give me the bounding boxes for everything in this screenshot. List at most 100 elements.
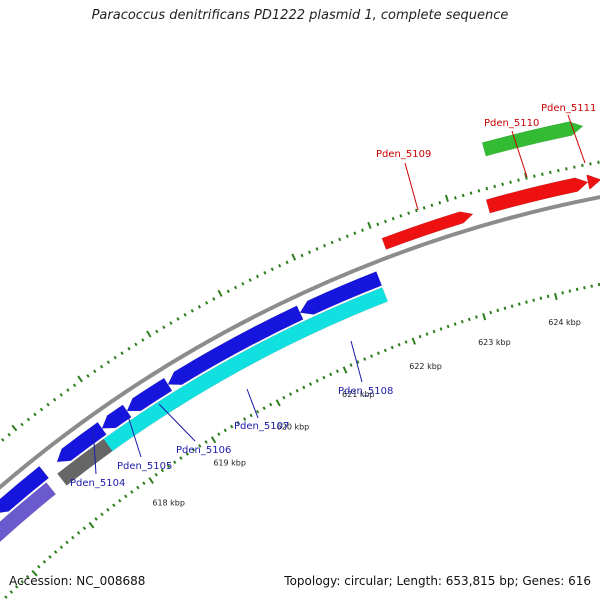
inner-ring-minor-tick <box>425 332 429 336</box>
inner-ring-minor-tick <box>198 444 202 448</box>
pden-5109-leader <box>404 162 419 211</box>
inner-ring-minor-tick <box>590 284 594 288</box>
pden-5110-leader <box>511 130 528 178</box>
inner-ring-major-tick <box>342 366 348 374</box>
outer-ring-major-tick <box>11 424 18 432</box>
scale-label-618: 618 kbp <box>152 498 185 507</box>
outer-ring-minor-tick <box>461 193 465 198</box>
inner-ring-minor-tick <box>390 345 394 350</box>
inner-ring-minor-tick <box>106 507 110 512</box>
scale-label-622: 622 kbp <box>409 362 442 371</box>
inner-ring-major-tick <box>482 313 487 321</box>
outer-ring-minor-tick <box>509 180 512 184</box>
inner-ring-minor-tick <box>230 424 234 429</box>
outer-ring-minor-tick <box>541 172 544 176</box>
inner-ring-minor-tick <box>467 317 471 322</box>
inner-ring-minor-tick <box>308 382 313 386</box>
outer-ring-major-tick <box>146 330 152 338</box>
outer-ring-minor-tick <box>453 196 457 200</box>
outer-ring-minor-tick <box>557 168 560 173</box>
inner-ring-minor-tick <box>71 535 75 540</box>
outer-ring-minor-tick <box>72 383 77 388</box>
outer-ring-minor-tick <box>361 228 364 232</box>
pden-5109-label: Pden_5109 <box>376 149 431 160</box>
outer-ring-minor-tick <box>204 301 209 305</box>
outer-ring-minor-tick <box>99 364 104 369</box>
outer-ring-minor-tick <box>263 271 267 275</box>
outer-ring-minor-tick <box>255 274 260 279</box>
outer-ring-minor-tick <box>278 263 282 268</box>
outer-ring-major-tick <box>524 172 528 180</box>
inner-ring-minor-tick <box>130 490 134 494</box>
inner-ring-minor-tick <box>42 560 47 564</box>
outer-ring-major-tick <box>444 194 449 203</box>
inner-ring-minor-tick <box>4 595 8 599</box>
outer-ring-minor-tick <box>469 191 473 195</box>
inner-ring-minor-tick <box>532 298 536 302</box>
inner-ring-minor-tick <box>9 590 14 594</box>
inner-ring-minor-tick <box>160 468 164 473</box>
inner-ring-minor-tick <box>453 322 457 326</box>
outer-ring-minor-tick <box>438 201 442 205</box>
cds-pden-5110 <box>485 177 589 214</box>
inner-ring-minor-tick <box>397 342 401 347</box>
inner-ring-minor-tick <box>118 498 122 503</box>
outer-ring-minor-tick <box>26 417 31 422</box>
inner-ring-minor-tick <box>59 545 64 549</box>
outer-ring-minor-tick <box>33 412 37 417</box>
inner-ring-minor-tick <box>242 417 247 421</box>
scale-label-619: 619 kbp <box>213 458 246 467</box>
outer-ring-minor-tick <box>127 346 131 351</box>
outer-ring-minor-tick <box>197 305 202 309</box>
outer-ring-minor-tick <box>183 313 187 317</box>
outer-ring-minor-tick <box>66 388 70 392</box>
outer-ring-minor-tick <box>155 329 159 334</box>
inner-ring-minor-tick <box>575 287 579 292</box>
outer-ring-minor-tick <box>86 374 90 378</box>
outer-ring-major-tick <box>217 289 223 297</box>
outer-ring-minor-tick <box>573 165 576 169</box>
outer-ring-minor-tick <box>330 240 334 245</box>
inner-ring-minor-tick <box>76 531 81 535</box>
map-title: Paracoccus denitrificans PD1222 plasmid … <box>91 8 509 23</box>
pden-5111-label: Pden_5111 <box>541 103 596 114</box>
outer-ring-minor-tick <box>414 208 418 213</box>
outer-ring-minor-tick <box>285 260 289 265</box>
outer-ring-minor-tick <box>241 281 245 286</box>
inner-ring-minor-tick <box>185 452 189 456</box>
pden-5107-label: Pden_5107 <box>234 421 289 432</box>
inner-ring-minor-tick <box>418 334 422 339</box>
pden-5108-leader <box>350 340 363 383</box>
outer-ring-minor-tick <box>430 203 434 208</box>
pden-5110-label: Pden_5110 <box>484 118 539 129</box>
inner-ring-major-tick <box>31 569 38 577</box>
band-purple <box>0 482 57 543</box>
accession-text: Accession: NC_008688 <box>9 574 146 588</box>
cds-pden-5107 <box>167 305 304 385</box>
outer-ring-minor-tick <box>226 289 230 294</box>
outer-ring-minor-tick <box>134 342 138 347</box>
scale-label-623: 623 kbp <box>478 338 511 347</box>
pden-5105-leader <box>127 415 142 458</box>
inner-ring-minor-tick <box>539 296 543 300</box>
inner-ring-minor-tick <box>322 375 326 380</box>
cds-pden-5106 <box>126 377 173 412</box>
inner-ring-minor-tick <box>295 388 299 393</box>
inner-ring-minor-tick <box>191 448 196 452</box>
inner-ring-minor-tick <box>370 354 374 358</box>
outer-ring-minor-tick <box>162 325 166 330</box>
outer-ring-major-tick <box>77 375 83 383</box>
pden-5106-label: Pden_5106 <box>176 445 231 456</box>
cds-pden-5105 <box>101 404 132 429</box>
outer-ring-minor-tick <box>485 186 489 191</box>
inner-ring-minor-tick <box>166 464 171 469</box>
inner-ring-minor-tick <box>546 294 550 299</box>
outer-ring-minor-tick <box>376 222 380 227</box>
outer-ring-minor-tick <box>59 393 63 397</box>
inner-ring-minor-tick <box>363 357 367 361</box>
outer-ring-minor-tick <box>338 237 342 242</box>
outer-ring-minor-tick <box>597 160 600 164</box>
inner-ring-minor-tick <box>288 392 293 396</box>
outer-ring-minor-tick <box>270 267 274 272</box>
inner-ring-minor-tick <box>204 440 208 444</box>
